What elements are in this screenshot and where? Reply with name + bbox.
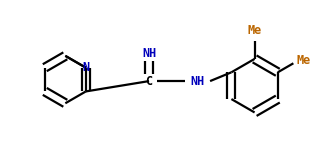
Text: NH: NH: [142, 47, 156, 60]
Text: Me: Me: [296, 54, 311, 67]
Text: N: N: [82, 61, 89, 74]
Text: NH: NH: [190, 75, 204, 88]
Text: Me: Me: [248, 24, 262, 37]
Text: C: C: [145, 75, 153, 88]
